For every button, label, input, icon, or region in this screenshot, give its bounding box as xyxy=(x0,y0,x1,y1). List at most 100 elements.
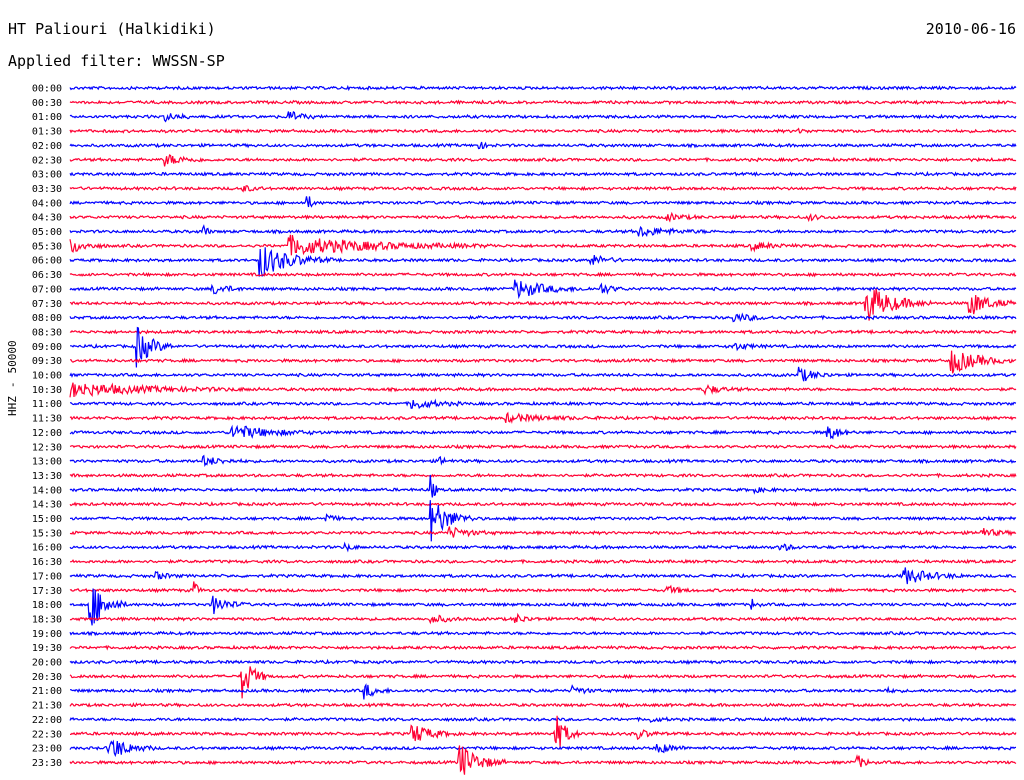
time-tick-label: 05:00 xyxy=(32,227,62,238)
trace-line-2030 xyxy=(69,666,1017,699)
trace-line-0930 xyxy=(69,350,1017,374)
trace-line-1400 xyxy=(69,474,1017,498)
trace-line-2130 xyxy=(69,702,1017,709)
trace-line-2100 xyxy=(70,683,1017,700)
time-tick-label: 15:00 xyxy=(32,514,62,525)
time-tick-label: 11:30 xyxy=(32,414,62,425)
station-title: HT Paliouri (Halkidiki) xyxy=(8,20,216,38)
trace-line-0600 xyxy=(69,247,1017,277)
trace-line-0630 xyxy=(69,271,1017,278)
trace-line-0300 xyxy=(69,170,1017,177)
trace-line-1000 xyxy=(69,366,1017,382)
trace-line-0000 xyxy=(69,84,1017,92)
time-tick-label: 03:30 xyxy=(32,184,62,195)
time-tick-label: 12:30 xyxy=(32,442,62,453)
time-tick-label: 07:00 xyxy=(32,284,62,295)
time-tick-label: 02:30 xyxy=(32,155,62,166)
time-tick-label: 00:00 xyxy=(32,84,62,95)
time-tick-label: 10:30 xyxy=(32,385,62,396)
trace-line-1330 xyxy=(69,472,1017,479)
trace-line-2330 xyxy=(69,745,1017,775)
time-tick-label: 23:00 xyxy=(32,744,62,755)
time-tick-label: 14:30 xyxy=(32,500,62,511)
trace-line-1730 xyxy=(69,581,1017,594)
time-tick-label: 03:00 xyxy=(32,170,62,181)
time-tick-label: 05:30 xyxy=(32,241,62,252)
time-tick-label: 18:30 xyxy=(32,614,62,625)
time-tick-label: 01:30 xyxy=(32,127,62,138)
time-tick-label: 17:30 xyxy=(32,586,62,597)
trace-line-0830 xyxy=(69,328,1017,335)
time-tick-label: 11:00 xyxy=(32,399,62,410)
time-tick-label: 19:00 xyxy=(32,629,62,640)
trace-line-0030 xyxy=(69,99,1017,106)
trace-line-1930 xyxy=(69,644,1016,651)
trace-line-1900 xyxy=(69,630,1017,637)
trace-line-1600 xyxy=(69,541,1017,553)
trace-line-1230 xyxy=(69,443,1017,450)
trace-line-1030 xyxy=(69,382,1017,398)
trace-line-0700 xyxy=(69,279,1017,300)
trace-line-1800 xyxy=(69,588,1017,626)
trace-line-1830 xyxy=(69,612,1017,625)
time-tick-label: 16:00 xyxy=(32,543,62,554)
trace-line-1200 xyxy=(69,424,1017,440)
time-tick-label: 09:30 xyxy=(32,356,62,367)
trace-line-2230 xyxy=(70,715,1017,748)
time-tick-label: 15:30 xyxy=(32,528,62,539)
time-tick-label: 19:30 xyxy=(32,643,62,654)
trace-line-1700 xyxy=(69,567,1017,585)
trace-line-0730 xyxy=(69,288,1017,321)
time-tick-label: 22:00 xyxy=(32,715,62,726)
trace-line-0400 xyxy=(69,196,1017,208)
time-tick-label: 20:30 xyxy=(32,672,62,683)
time-tick-label: 06:30 xyxy=(32,270,62,281)
trace-line-2300 xyxy=(69,739,1017,758)
time-tick-label: 14:00 xyxy=(32,485,62,496)
trace-line-0230 xyxy=(69,154,1017,167)
time-tick-label: 18:00 xyxy=(32,600,62,611)
trace-line-1130 xyxy=(69,411,1017,424)
trace-line-0900 xyxy=(70,326,1017,368)
trace-line-0530 xyxy=(69,234,1017,256)
time-tick-label: 23:30 xyxy=(32,758,62,769)
trace-line-1300 xyxy=(69,454,1016,467)
time-tick-label: 08:30 xyxy=(32,327,62,338)
time-tick-label: 09:00 xyxy=(32,342,62,353)
time-tick-label: 21:30 xyxy=(32,701,62,712)
trace-line-0330 xyxy=(69,185,1017,193)
time-tick-label: 00:30 xyxy=(32,98,62,109)
trace-line-0200 xyxy=(69,141,1017,150)
trace-line-2000 xyxy=(69,658,1017,665)
trace-line-0500 xyxy=(69,224,1017,238)
time-tick-label: 12:00 xyxy=(32,428,62,439)
record-date: 2010-06-16 xyxy=(925,20,1016,38)
trace-line-1530 xyxy=(69,526,1017,538)
time-tick-label: 07:30 xyxy=(32,299,62,310)
time-tick-label: 06:00 xyxy=(32,256,62,267)
time-tick-label: 20:00 xyxy=(32,658,62,669)
trace-line-0800 xyxy=(69,312,1017,323)
trace-line-1630 xyxy=(69,558,1017,565)
time-tick-label: 17:00 xyxy=(32,571,62,582)
time-tick-label: 22:30 xyxy=(32,729,62,740)
time-tick-label: 13:30 xyxy=(32,471,62,482)
time-tick-label: 04:00 xyxy=(32,198,62,209)
time-tick-label: 02:00 xyxy=(32,141,62,152)
trace-line-1430 xyxy=(69,501,1017,508)
trace-line-1500 xyxy=(70,500,1017,542)
applied-filter: Applied filter: WWSSN-SP xyxy=(8,52,225,70)
trace-line-2200 xyxy=(69,716,1017,724)
time-tick-label: 01:00 xyxy=(32,112,62,123)
time-tick-label: 10:00 xyxy=(32,371,62,382)
trace-line-0130 xyxy=(69,127,1017,135)
time-tick-label: 16:30 xyxy=(32,557,62,568)
time-tick-label: 21:00 xyxy=(32,686,62,697)
trace-line-1100 xyxy=(69,398,1017,410)
time-tick-label: 04:30 xyxy=(32,213,62,224)
time-tick-label: 13:00 xyxy=(32,457,62,468)
trace-line-0430 xyxy=(69,211,1017,223)
time-tick-label: 08:00 xyxy=(32,313,62,324)
trace-line-0100 xyxy=(69,110,1017,123)
